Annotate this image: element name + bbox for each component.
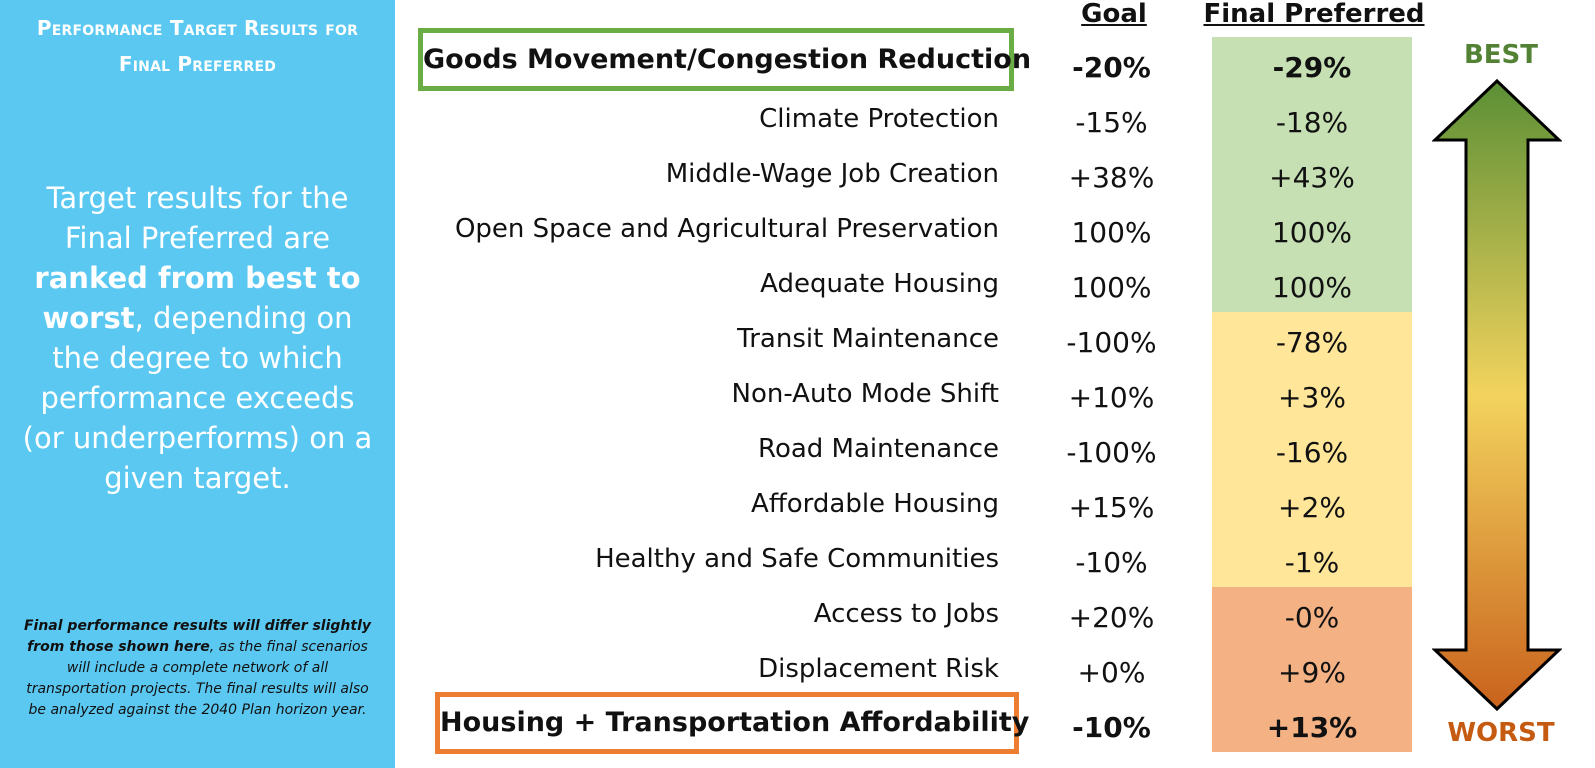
table-row: Non-Auto Mode Shift +10% +3% (0, 367, 1595, 422)
final-preferred-value: +9% (1212, 642, 1412, 697)
final-preferred-value: +2% (1212, 477, 1412, 532)
sidebar-description-rest: , depending on the degree to which perfo… (22, 301, 373, 495)
goal-value: +15% (1068, 491, 1155, 524)
final-preferred-value: -29% (1212, 37, 1412, 92)
table-row: Healthy and Safe Communities -10% -1% (0, 532, 1595, 587)
final-preferred-value: 100% (1212, 202, 1412, 257)
goal-value: -20% (1072, 51, 1151, 84)
target-label: Non-Auto Mode Shift (731, 379, 999, 409)
bottom-target-highlight: Housing + Transportation Affordability (435, 692, 1030, 754)
best-label: BEST (1463, 40, 1539, 70)
table-row: Access to Jobs +20% -0% (0, 587, 1595, 642)
final-preferred-value: -16% (1212, 422, 1412, 477)
final-preferred-value: +3% (1212, 367, 1412, 422)
goal-value: -100% (1066, 326, 1157, 359)
best-worst-arrow-icon (1432, 78, 1562, 712)
table-row: Climate Protection -15% -18% (0, 92, 1595, 147)
table-row: Middle-Wage Job Creation +38% +43% (0, 147, 1595, 202)
bottom-target-label: Housing + Transportation Affordability (440, 707, 1030, 738)
sidebar-panel: Performance Target Results for Final Pre… (0, 0, 395, 768)
target-label: Open Space and Agricultural Preservation (454, 214, 999, 244)
goal-value: +38% (1068, 161, 1155, 194)
sidebar-footnote: Final performance results will differ sl… (22, 616, 373, 721)
table-row: Adequate Housing 100% 100% (0, 257, 1595, 312)
sidebar-description-intro: Target results for the Final Preferred a… (46, 181, 349, 255)
sidebar-description: Target results for the Final Preferred a… (20, 178, 375, 498)
goal-value: -100% (1066, 436, 1157, 469)
final-preferred-value: -78% (1212, 312, 1412, 367)
footnote-emphasis: Final performance results will differ sl… (23, 618, 372, 655)
goal-value: +20% (1068, 601, 1155, 634)
target-label: Access to Jobs (813, 599, 999, 629)
goal-value: -10% (1075, 546, 1148, 579)
table-row: -20% -29% (0, 37, 1595, 92)
final-preferred-value: +13% (1212, 697, 1412, 752)
final-preferred-value: 100% (1212, 257, 1412, 312)
sidebar-title: Performance Target Results for Final Pre… (36, 16, 359, 76)
goal-value: 100% (1071, 271, 1152, 304)
top-target-highlight: Goods Movement/Congestion Reduction (418, 28, 1032, 91)
target-label: Climate Protection (759, 104, 999, 134)
table-row: Displacement Risk +0% +9% (0, 642, 1595, 697)
table-row: -10% +13% (0, 697, 1595, 752)
final-preferred-value: -18% (1212, 92, 1412, 147)
final-preferred-value: +43% (1212, 147, 1412, 202)
final-preferred-column-header: Final Preferred (1203, 0, 1425, 29)
target-label: Middle-Wage Job Creation (665, 159, 999, 189)
target-label: Transit Maintenance (737, 324, 999, 354)
target-label: Adequate Housing (760, 269, 999, 299)
goal-column-header: Goal (1081, 0, 1147, 29)
top-target-label: Goods Movement/Congestion Reduction (423, 44, 1032, 75)
target-label: Displacement Risk (758, 654, 999, 684)
table-row: Open Space and Agricultural Preservation… (0, 202, 1595, 257)
footnote-rest: , as the final scenarios will include a … (26, 639, 369, 718)
table-row: Affordable Housing +15% +2% (0, 477, 1595, 532)
table-row: Transit Maintenance -100% -78% (0, 312, 1595, 367)
sidebar-description-emphasis: ranked from best to worst (34, 261, 361, 335)
final-preferred-value: -1% (1212, 532, 1412, 587)
goal-value: +10% (1068, 381, 1155, 414)
worst-label: WORST (1447, 718, 1555, 748)
target-label: Healthy and Safe Communities (595, 544, 999, 574)
goal-value: +0% (1077, 656, 1146, 689)
final-preferred-value: -0% (1212, 587, 1412, 642)
goal-value: -10% (1072, 711, 1151, 744)
target-label: Road Maintenance (758, 434, 999, 464)
target-label: Affordable Housing (751, 489, 999, 519)
goal-value: 100% (1071, 216, 1152, 249)
goal-value: -15% (1075, 106, 1148, 139)
table-row: Road Maintenance -100% -16% (0, 422, 1595, 477)
